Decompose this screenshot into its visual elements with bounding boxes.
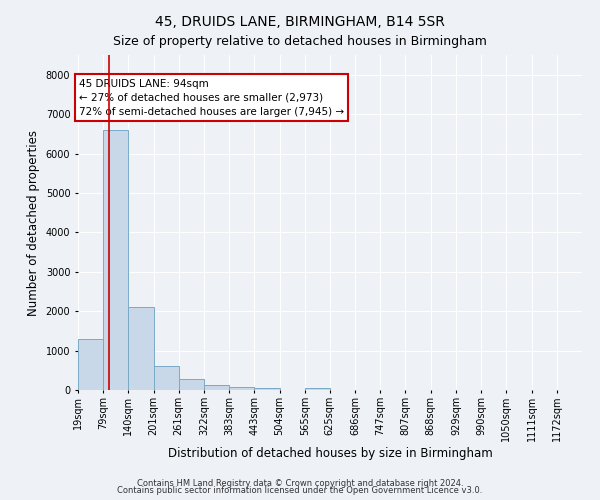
Text: 45 DRUIDS LANE: 94sqm
← 27% of detached houses are smaller (2,973)
72% of semi-d: 45 DRUIDS LANE: 94sqm ← 27% of detached … xyxy=(79,78,344,116)
Bar xyxy=(103,130,128,390)
Bar xyxy=(78,339,103,390)
Text: Size of property relative to detached houses in Birmingham: Size of property relative to detached ho… xyxy=(113,35,487,48)
Bar xyxy=(154,366,179,390)
Bar xyxy=(305,388,330,390)
Text: 45, DRUIDS LANE, BIRMINGHAM, B14 5SR: 45, DRUIDS LANE, BIRMINGHAM, B14 5SR xyxy=(155,15,445,29)
Y-axis label: Number of detached properties: Number of detached properties xyxy=(27,130,40,316)
Bar xyxy=(229,387,254,390)
Bar xyxy=(179,380,204,390)
Bar xyxy=(128,307,154,390)
Text: Contains HM Land Registry data © Crown copyright and database right 2024.: Contains HM Land Registry data © Crown c… xyxy=(137,478,463,488)
Text: Contains public sector information licensed under the Open Government Licence v3: Contains public sector information licen… xyxy=(118,486,482,495)
Bar xyxy=(254,388,280,390)
Bar xyxy=(204,385,229,390)
X-axis label: Distribution of detached houses by size in Birmingham: Distribution of detached houses by size … xyxy=(167,446,493,460)
